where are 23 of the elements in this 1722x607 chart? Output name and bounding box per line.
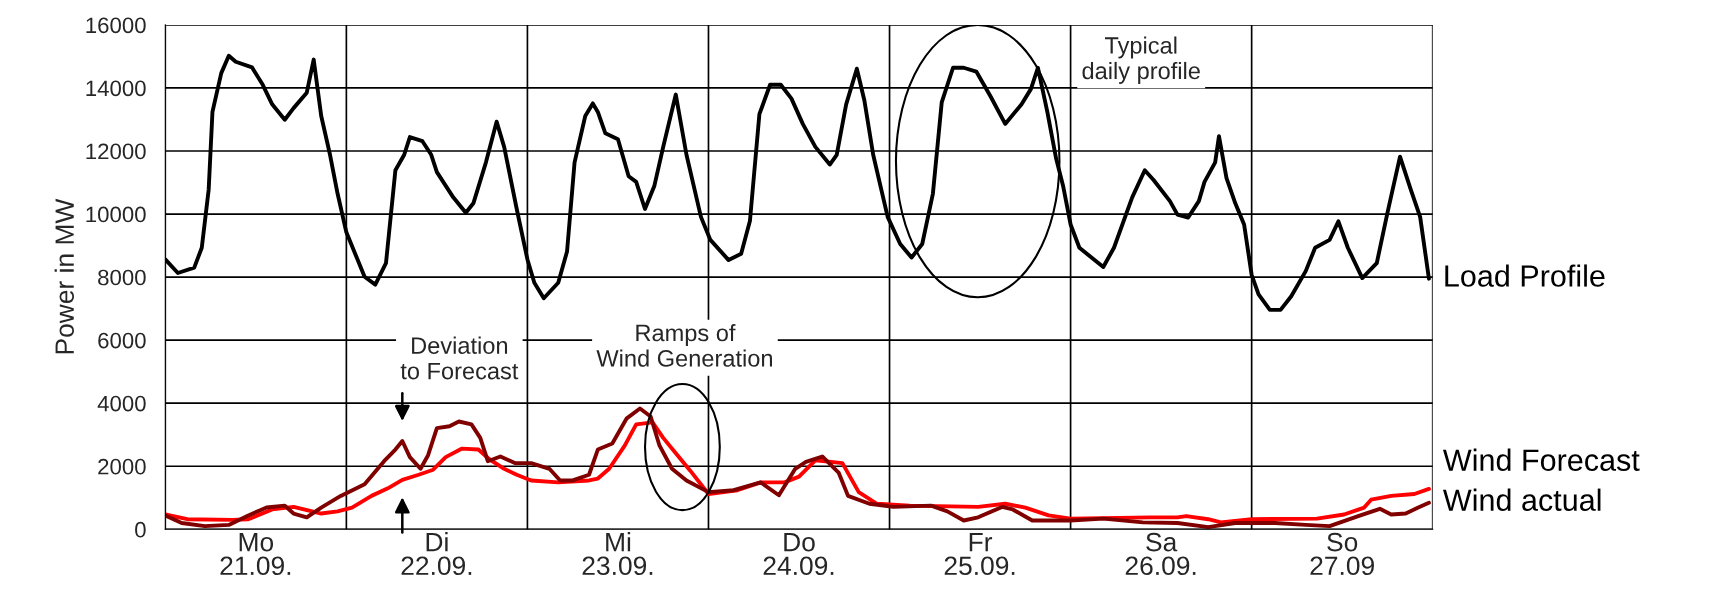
annotation: Deviation to Forecast [400, 336, 519, 380]
series-label: Wind actual [1442, 488, 1601, 512]
y-tick-label: 0 [135, 521, 146, 538]
x-tick-label: Do 24.09. [763, 533, 834, 576]
series-label: Wind Forecast [1442, 448, 1640, 472]
x-tick-label: So 27.09 [1310, 532, 1374, 576]
y-tick-label: 14000 [86, 80, 146, 97]
y-tick-label: 10000 [86, 206, 146, 223]
x-tick-label: Sa 26.09. [1125, 532, 1196, 576]
x-tick-label: Mo 21.09. [220, 533, 291, 576]
y-tick-label: 8000 [98, 269, 146, 286]
y-tick-label: 2000 [98, 458, 146, 475]
annotation: Ramps of Wind Generation [596, 324, 772, 367]
y-tick-label: 4000 [97, 395, 146, 412]
y-axis-title: Power in MW [54, 198, 74, 354]
x-tick-label: Di 22.09. [401, 532, 472, 576]
annotation: Typical daily profile [1082, 36, 1200, 84]
y-tick-label: 16000 [86, 17, 146, 34]
y-tick-label: 6000 [98, 332, 146, 349]
x-tick-label: Mi 23.09. [582, 532, 653, 576]
y-tick-label: 12000 [86, 143, 146, 160]
x-tick-label: Fr 25.09. [944, 533, 1015, 576]
series-label: Load Profile [1445, 264, 1605, 287]
